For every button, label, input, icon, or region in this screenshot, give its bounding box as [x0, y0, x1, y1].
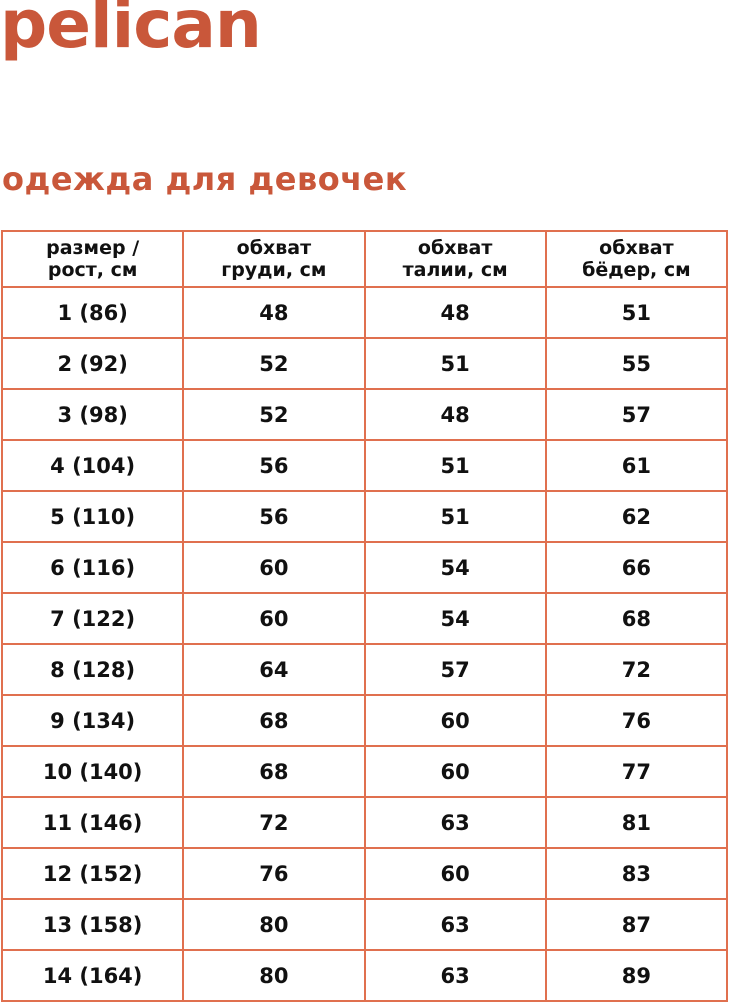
- column-header: обхват талии, см: [363, 230, 547, 288]
- table-cell: 60: [363, 694, 547, 747]
- table-row: 3 (98) 52 48 57: [0, 388, 729, 441]
- table-cell: 56: [182, 439, 366, 492]
- table-cell: 60: [363, 847, 547, 900]
- table-cell: 48: [363, 388, 547, 441]
- table-cell: 68: [544, 592, 729, 645]
- table-cell: 60: [182, 592, 366, 645]
- table-cell: 51: [363, 337, 547, 390]
- table-cell: 62: [544, 490, 729, 543]
- table-row: 5 (110) 56 51 62: [0, 490, 729, 543]
- table-cell: 60: [363, 745, 547, 798]
- table-cell: 68: [182, 694, 366, 747]
- table-cell: 12 (152): [0, 847, 185, 900]
- column-header-line: размер /: [46, 237, 140, 259]
- column-header-line: обхват: [599, 237, 674, 259]
- table-cell: 10 (140): [0, 745, 185, 798]
- table-cell: 55: [544, 337, 729, 390]
- table-row: 10 (140) 68 60 77: [0, 745, 729, 798]
- column-header-line: рост, см: [47, 259, 138, 281]
- table-cell: 87: [544, 898, 729, 951]
- table-cell: 80: [182, 949, 366, 1002]
- table-row: 4 (104) 56 51 61: [0, 439, 729, 492]
- table-cell: 52: [182, 388, 366, 441]
- table-cell: 1 (86): [0, 286, 185, 339]
- table-row: 1 (86) 48 48 51: [0, 286, 729, 339]
- table-row: 9 (134) 68 60 76: [0, 694, 729, 747]
- table-cell: 81: [544, 796, 729, 849]
- column-header-line: талии, см: [402, 259, 508, 281]
- table-cell: 57: [363, 643, 547, 696]
- table-cell: 54: [363, 541, 547, 594]
- table-row: 2 (92) 52 51 55: [0, 337, 729, 390]
- table-cell: 14 (164): [0, 949, 185, 1002]
- table-cell: 11 (146): [0, 796, 185, 849]
- table-cell: 54: [363, 592, 547, 645]
- table-cell: 66: [544, 541, 729, 594]
- table-row: 14 (164) 80 63 89: [0, 949, 729, 1002]
- table-cell: 4 (104): [0, 439, 185, 492]
- table-cell: 7 (122): [0, 592, 185, 645]
- table-row: 11 (146) 72 63 81: [0, 796, 729, 849]
- table-cell: 76: [182, 847, 366, 900]
- table-cell: 72: [182, 796, 366, 849]
- table-cell: 68: [182, 745, 366, 798]
- table-cell: 9 (134): [0, 694, 185, 747]
- table-cell: 63: [363, 949, 547, 1002]
- table-cell: 52: [182, 337, 366, 390]
- table-cell: 57: [544, 388, 729, 441]
- column-header: обхват бёдер, см: [544, 230, 729, 288]
- table-cell: 48: [363, 286, 547, 339]
- table-cell: 61: [544, 439, 729, 492]
- column-header-line: обхват: [236, 237, 312, 259]
- table-header-row: размер / рост, см обхват груди, см обхват тал…: [0, 230, 729, 288]
- table-cell: 2 (92): [0, 337, 185, 390]
- table-cell: 63: [363, 898, 547, 951]
- table-cell: 8 (128): [0, 643, 185, 696]
- table-cell: 76: [544, 694, 729, 747]
- table-row: 12 (152) 76 60 83: [0, 847, 729, 900]
- page-title: одежда для девочек: [2, 160, 408, 198]
- table-cell: 64: [182, 643, 366, 696]
- table-row: 6 (116) 60 54 66: [0, 541, 729, 594]
- table-cell: 51: [363, 439, 547, 492]
- table-cell: 83: [544, 847, 729, 900]
- table-cell: 80: [182, 898, 366, 951]
- table-cell: 13 (158): [0, 898, 185, 951]
- column-header-line: груди, см: [221, 259, 327, 281]
- table-cell: 3 (98): [0, 388, 185, 441]
- size-chart-table: размер / рост, см обхват груди, см обхват тал…: [0, 230, 729, 1002]
- column-header: размер / рост, см: [0, 230, 185, 288]
- table-cell: 48: [182, 286, 366, 339]
- table-cell: 77: [544, 745, 729, 798]
- table-cell: 5 (110): [0, 490, 185, 543]
- table-cell: 56: [182, 490, 366, 543]
- column-header-line: обхват: [417, 237, 493, 259]
- table-cell: 72: [544, 643, 729, 696]
- column-header: обхват груди, см: [182, 230, 366, 288]
- column-header-line: бёдер, см: [582, 259, 691, 281]
- table-cell: 60: [182, 541, 366, 594]
- table-row: 7 (122) 60 54 68: [0, 592, 729, 645]
- brand-logo: pelican: [0, 0, 262, 63]
- table-cell: 51: [544, 286, 729, 339]
- table-cell: 89: [544, 949, 729, 1002]
- table-cell: 63: [363, 796, 547, 849]
- table-cell: 6 (116): [0, 541, 185, 594]
- table-row: 8 (128) 64 57 72: [0, 643, 729, 696]
- table-row: 13 (158) 80 63 87: [0, 898, 729, 951]
- table-cell: 51: [363, 490, 547, 543]
